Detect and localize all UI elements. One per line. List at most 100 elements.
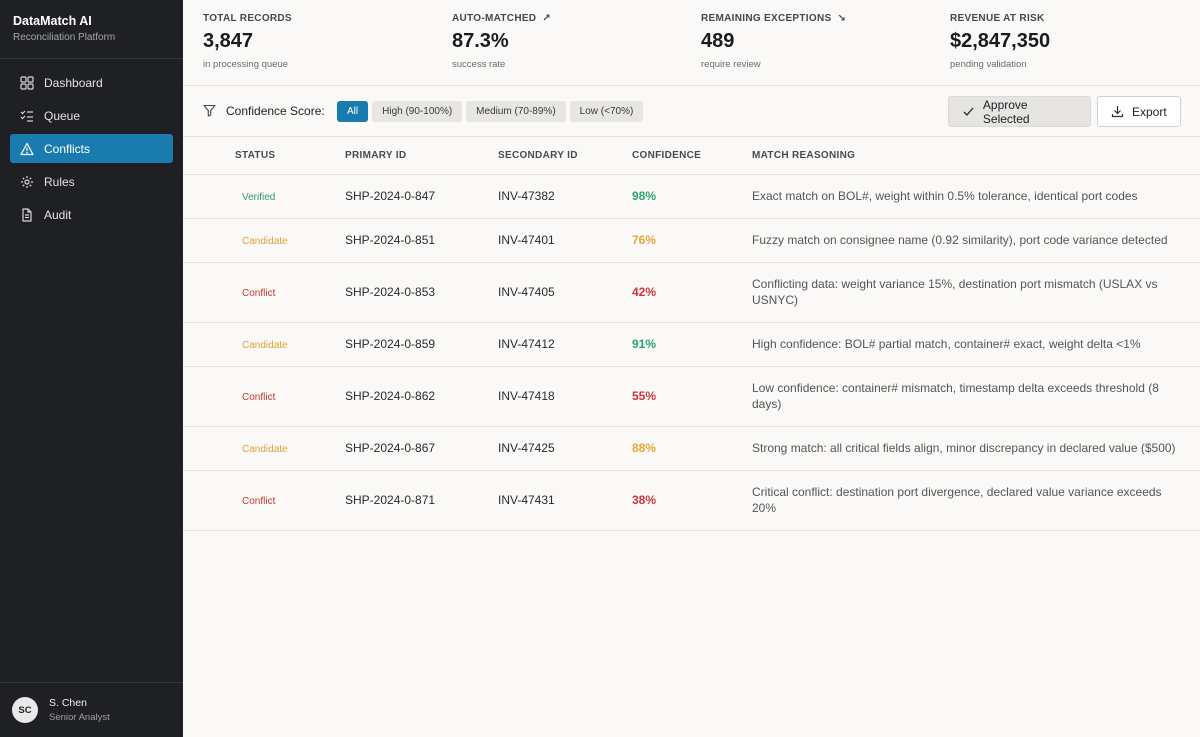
match-reasoning-cell: Exact match on BOL#, weight within 0.5% …	[752, 174, 1200, 219]
stat-value: 3,847	[203, 30, 254, 52]
document-icon	[20, 207, 34, 222]
stat-label: REMAINING EXCEPTIONS	[701, 13, 832, 24]
sidebar-item-label: Audit	[44, 207, 72, 222]
filter-icon	[203, 104, 216, 117]
secondary-id-cell: INV-47418	[498, 366, 632, 427]
main-content: TOTAL RECORDS 3,847 in processing queue …	[183, 0, 1200, 737]
column-header-primary-id[interactable]: PRIMARY ID	[345, 137, 498, 175]
sidebar-item-dashboard[interactable]: Dashboard	[10, 68, 173, 97]
confidence-value: 38%	[632, 493, 657, 507]
brand: DataMatch AI Reconciliation Platform	[0, 0, 183, 59]
secondary-id-cell: INV-47382	[498, 174, 632, 219]
primary-id-cell: SHP-2024-0-871	[345, 470, 498, 531]
table-row[interactable]: Conflict SHP-2024-0-862 INV-47418 55% Lo…	[183, 366, 1200, 427]
sidebar-item-rules[interactable]: Rules	[10, 167, 173, 196]
primary-id-cell: SHP-2024-0-847	[345, 174, 498, 219]
status-badge: Conflict	[242, 288, 276, 299]
stat-value: 87.3%	[452, 30, 509, 52]
status-badge: Candidate	[242, 444, 288, 455]
primary-id-cell: SHP-2024-0-859	[345, 322, 498, 367]
user-role: Senior Analyst	[49, 712, 110, 723]
status-badge: Verified	[242, 192, 276, 203]
confidence-value: 76%	[632, 233, 657, 247]
table-row[interactable]: Candidate SHP-2024-0-851 INV-47401 76% F…	[183, 218, 1200, 263]
table-row[interactable]: Conflict SHP-2024-0-853 INV-47405 42% Co…	[183, 262, 1200, 323]
sidebar-item-conflicts[interactable]: Conflicts	[10, 134, 173, 163]
export-button[interactable]: Export	[1097, 96, 1181, 127]
sidebar-item-queue[interactable]: Queue	[10, 101, 173, 130]
status-badge: Candidate	[242, 340, 288, 351]
stats-bar: TOTAL RECORDS 3,847 in processing queue …	[183, 0, 1200, 86]
status-badge: Conflict	[242, 392, 276, 403]
stat-subtext: require review	[701, 59, 761, 70]
user-profile[interactable]: SC S. Chen Senior Analyst	[0, 682, 183, 737]
sidebar: DataMatch AI Reconciliation Platform Das…	[0, 0, 183, 737]
table-row[interactable]: Candidate SHP-2024-0-867 INV-47425 88% S…	[183, 426, 1200, 471]
column-header-status[interactable]: STATUS	[183, 137, 345, 175]
column-header-secondary-id[interactable]: SECONDARY ID	[498, 137, 632, 175]
table-row[interactable]: Candidate SHP-2024-0-859 INV-47412 91% H…	[183, 322, 1200, 367]
approve-selected-button[interactable]: Approve Selected	[948, 96, 1091, 127]
stat-total-records: TOTAL RECORDS 3,847 in processing queue	[183, 0, 432, 85]
chip-high[interactable]: High (90-100%)	[372, 101, 463, 122]
table-header-row: STATUS PRIMARY ID SECONDARY ID CONFIDENC…	[183, 137, 1200, 175]
column-header-match-reasoning[interactable]: MATCH REASONING	[752, 137, 1200, 175]
avatar: SC	[12, 697, 38, 723]
dashboard-icon	[20, 75, 34, 90]
stat-value: $2,847,350	[950, 30, 1051, 52]
primary-id-cell: SHP-2024-0-862	[345, 366, 498, 427]
brand-title: DataMatch AI	[13, 14, 92, 28]
stat-revenue-at-risk: REVENUE AT RISK $2,847,350 pending valid…	[930, 0, 1179, 85]
stat-subtext: success rate	[452, 59, 506, 70]
sidebar-nav: Dashboard Queue Conflicts Rules Audit	[0, 59, 183, 229]
table-row[interactable]: Verified SHP-2024-0-847 INV-47382 98% Ex…	[183, 174, 1200, 219]
gear-icon	[20, 175, 34, 189]
filter-label: Confidence Score:	[226, 104, 325, 118]
stat-value: 489	[701, 30, 735, 52]
confidence-filter-chips: All High (90-100%) Medium (70-89%) Low (…	[337, 101, 647, 122]
status-badge: Conflict	[242, 496, 276, 507]
check-icon	[963, 107, 974, 116]
match-reasoning-cell: Fuzzy match on consignee name (0.92 simi…	[752, 218, 1200, 263]
stat-auto-matched: AUTO-MATCHED ↗ 87.3% success rate	[432, 0, 681, 85]
download-icon	[1111, 106, 1124, 118]
confidence-value: 88%	[632, 441, 657, 455]
secondary-id-cell: INV-47431	[498, 470, 632, 531]
chip-low[interactable]: Low (<70%)	[569, 101, 644, 122]
stat-label: TOTAL RECORDS	[203, 13, 292, 24]
confidence-value: 91%	[632, 337, 657, 351]
status-badge: Candidate	[242, 236, 288, 247]
confidence-value: 55%	[632, 389, 657, 403]
export-button-label: Export	[1132, 104, 1167, 119]
sidebar-item-label: Queue	[44, 108, 81, 123]
sidebar-item-label: Dashboard	[44, 75, 103, 90]
trend-down-icon: ↘	[837, 13, 847, 24]
secondary-id-cell: INV-47405	[498, 262, 632, 323]
chip-all[interactable]: All	[337, 101, 369, 122]
confidence-value: 42%	[632, 285, 657, 299]
stat-subtext: in processing queue	[203, 59, 289, 70]
match-reasoning-cell: High confidence: BOL# partial match, con…	[752, 322, 1200, 367]
warning-icon	[20, 142, 34, 156]
secondary-id-cell: INV-47401	[498, 218, 632, 263]
match-reasoning-cell: Low confidence: container# mismatch, tim…	[752, 366, 1200, 427]
chip-medium[interactable]: Medium (70-89%)	[466, 101, 566, 122]
trend-up-icon: ↗	[542, 13, 552, 24]
primary-id-cell: SHP-2024-0-853	[345, 262, 498, 323]
table-row[interactable]: Conflict SHP-2024-0-871 INV-47431 38% Cr…	[183, 470, 1200, 531]
match-reasoning-cell: Strong match: all critical fields align,…	[752, 426, 1200, 471]
brand-subtitle: Reconciliation Platform	[13, 32, 116, 43]
stat-subtext: pending validation	[950, 59, 1027, 70]
secondary-id-cell: INV-47412	[498, 322, 632, 367]
stat-label: AUTO-MATCHED	[452, 13, 537, 24]
column-header-confidence[interactable]: CONFIDENCE	[632, 137, 752, 175]
queue-icon	[20, 109, 34, 123]
filter-toolbar: Confidence Score: All High (90-100%) Med…	[183, 86, 1200, 137]
sidebar-item-label: Conflicts	[44, 141, 91, 156]
stat-label: REVENUE AT RISK	[950, 13, 1045, 24]
confidence-value: 98%	[632, 189, 657, 203]
sidebar-item-audit[interactable]: Audit	[10, 200, 173, 229]
approve-button-label: Approve Selected	[982, 97, 1030, 126]
secondary-id-cell: INV-47425	[498, 426, 632, 471]
primary-id-cell: SHP-2024-0-867	[345, 426, 498, 471]
